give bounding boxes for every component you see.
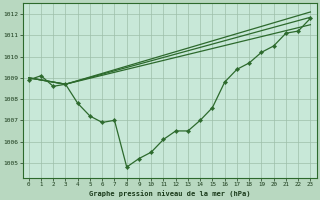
X-axis label: Graphe pression niveau de la mer (hPa): Graphe pression niveau de la mer (hPa) <box>89 190 250 197</box>
